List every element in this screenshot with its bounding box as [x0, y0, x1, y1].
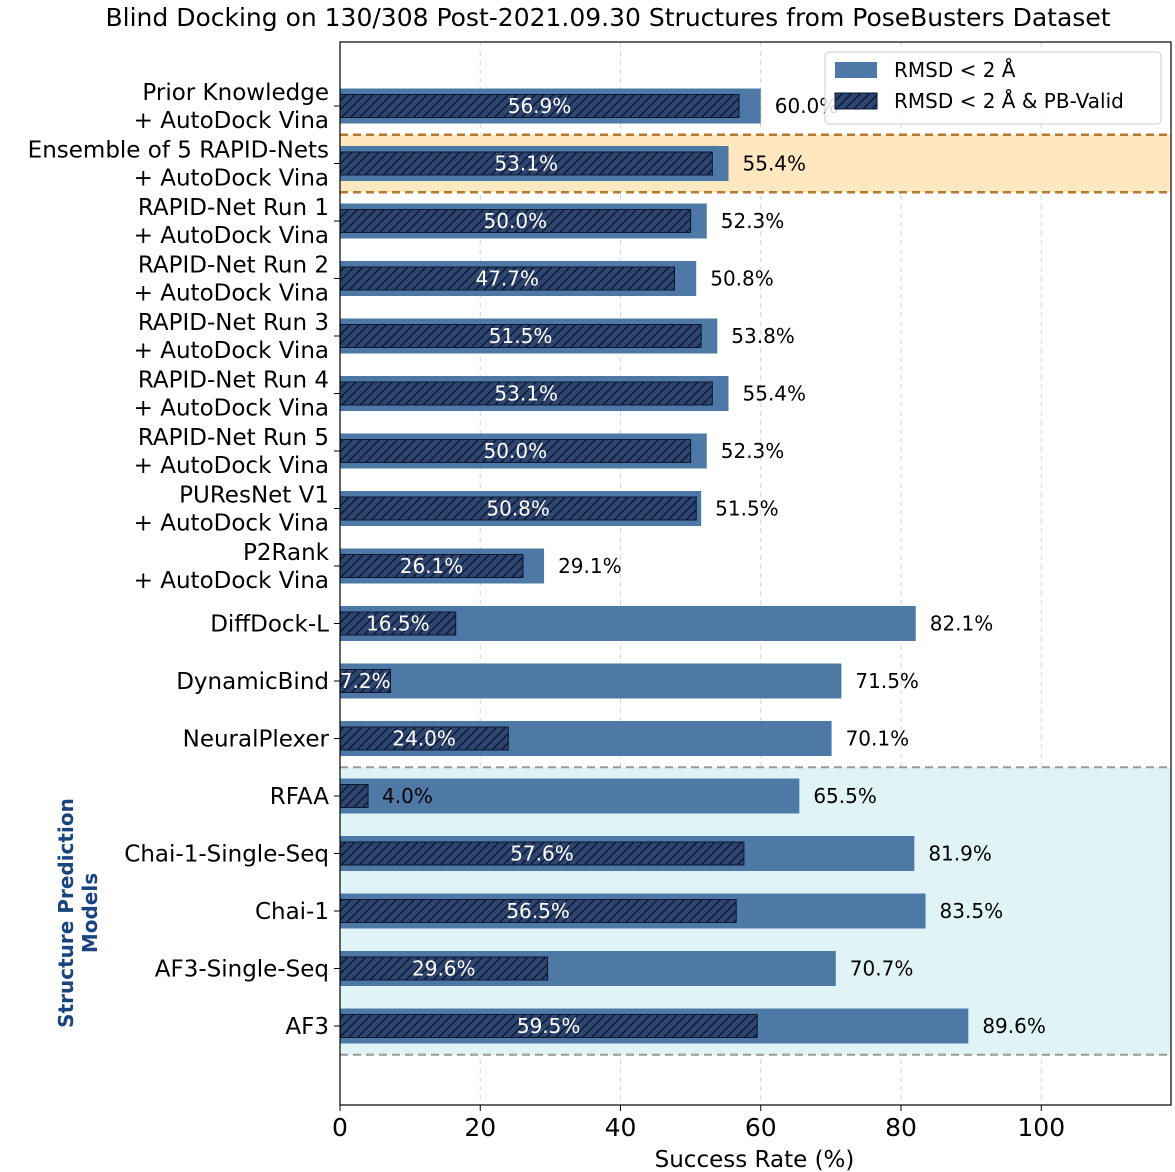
data-label-rmsd: 52.3%	[721, 209, 785, 233]
y-tick-label: NeuralPlexer	[183, 727, 330, 753]
bar-rmsd-pb-valid	[340, 1014, 758, 1038]
bar-rmsd	[340, 663, 842, 699]
data-label-rmsd-pb-valid: 59.5%	[517, 1014, 581, 1038]
bar-rmsd-pb-valid	[340, 496, 697, 521]
y-tick-label: AF3	[285, 1014, 329, 1040]
data-label-rmsd: 55.4%	[743, 382, 807, 406]
data-label-rmsd: 71.5%	[855, 669, 919, 693]
data-label-rmsd-pb-valid: 26.1%	[400, 554, 464, 578]
bar-rmsd-pb-valid	[340, 324, 702, 348]
data-label-rmsd: 83.5%	[940, 899, 1004, 923]
bar-rmsd	[340, 778, 800, 814]
plot-frame	[339, 41, 1172, 1106]
bar-rmsd-pb-valid	[340, 266, 676, 291]
y-tick-label: + AutoDock Vina	[134, 511, 329, 537]
y-tick-label: Chai-1	[255, 899, 329, 925]
y-tick-label: + AutoDock Vina	[134, 453, 329, 479]
data-label-rmsd-pb-valid: 4.0%	[382, 784, 433, 808]
bar-rmsd-pb-valid	[340, 151, 713, 176]
x-tick-label: 80	[885, 1113, 917, 1142]
y-tick-label: DiffDock-L	[210, 612, 329, 638]
y-tick-label: RAPID-Net Run 4	[138, 368, 329, 394]
data-label-rmsd-pb-valid: 7.2%	[340, 669, 391, 693]
x-axis-label: Success Rate (%)	[655, 1147, 855, 1172]
y-tick-label: Chai-1-Single-Seq	[124, 842, 329, 868]
y-tick-label: P2Rank	[243, 540, 330, 566]
data-label-rmsd-pb-valid: 57.6%	[510, 842, 574, 866]
y-tick-label: + AutoDock Vina	[134, 281, 329, 307]
bars-group	[340, 88, 969, 1044]
y-tick-label: + AutoDock Vina	[134, 338, 329, 364]
data-label-rmsd: 81.9%	[928, 842, 992, 866]
data-label-rmsd: 70.1%	[846, 727, 910, 751]
y-tick-label: AF3-Single-Seq	[155, 957, 329, 983]
bar-rmsd-pb-valid	[340, 554, 524, 578]
y-tick-label: RAPID-Net Run 3	[138, 310, 329, 336]
bar-rmsd-pb-valid	[340, 841, 745, 866]
data-label-rmsd-pb-valid: 50.0%	[484, 439, 548, 463]
y-tick-label: RAPID-Net Run 1	[138, 195, 329, 221]
y-tick-label: + AutoDock Vina	[134, 568, 329, 594]
bar-rmsd-pb-valid	[340, 381, 713, 406]
bar-rmsd-pb-valid	[340, 209, 692, 233]
y-tick-label: DynamicBind	[176, 669, 329, 695]
legend-label-rmsd: RMSD < 2 Å	[894, 58, 1016, 82]
data-label-rmsd-pb-valid: 56.5%	[506, 899, 570, 923]
x-tick-label: 100	[1017, 1113, 1065, 1142]
data-label-rmsd: 70.7%	[850, 957, 914, 981]
data-label-rmsd-pb-valid: 16.5%	[366, 612, 430, 636]
bar-rmsd-pb-valid	[340, 669, 391, 693]
data-label-rmsd-pb-valid: 51.5%	[489, 324, 553, 348]
data-label-rmsd: 50.8%	[710, 267, 774, 291]
data-label-rmsd: 55.4%	[743, 152, 807, 176]
data-label-rmsd: 29.1%	[558, 554, 622, 578]
data-label-rmsd-pb-valid: 29.6%	[412, 957, 476, 981]
y-tick-label: RAPID-Net Run 2	[138, 253, 329, 279]
data-label-rmsd-pb-valid: 24.0%	[392, 727, 456, 751]
y-tick-label: + AutoDock Vina	[134, 396, 329, 422]
data-label-rmsd-pb-valid: 53.1%	[494, 152, 558, 176]
bar-rmsd-pb-valid	[340, 611, 457, 636]
data-label-rmsd: 89.6%	[982, 1014, 1046, 1038]
legend-swatch-rmsd-pb-valid	[834, 92, 878, 110]
bar-rmsd-pb-valid	[340, 899, 737, 923]
y-tick-label: RFAA	[270, 784, 329, 810]
data-label-rmsd: 51.5%	[715, 497, 779, 521]
data-label-rmsd-pb-valid: 56.9%	[508, 94, 572, 118]
data-label-rmsd-pb-valid: 53.1%	[494, 382, 558, 406]
data-label-rmsd: 82.1%	[930, 612, 994, 636]
chart-title: Blind Docking on 130/308 Post-2021.09.30…	[105, 3, 1110, 32]
bar-rmsd-pb-valid	[340, 956, 549, 981]
bar-rmsd-pb-valid	[340, 439, 692, 463]
y-tick-label: + AutoDock Vina	[134, 166, 329, 192]
y-tick-label: + AutoDock Vina	[134, 108, 329, 134]
data-label-rmsd: 52.3%	[721, 439, 785, 463]
legend-box	[824, 51, 1162, 125]
x-tick-label: 60	[745, 1113, 777, 1142]
y-tick-label: PUResNet V1	[179, 483, 329, 509]
bar-rmsd-pb-valid	[340, 784, 369, 808]
group-label: Structure Prediction	[54, 798, 78, 1028]
group-label: Models	[78, 873, 102, 953]
x-tick-label: 40	[605, 1113, 637, 1142]
x-tick-label: 0	[332, 1113, 348, 1142]
bar-rmsd-pb-valid	[340, 94, 740, 118]
y-tick-label: Prior Knowledge	[142, 80, 329, 106]
data-label-rmsd: 65.5%	[813, 784, 877, 808]
x-tick-label: 20	[464, 1113, 496, 1142]
y-tick-label: + AutoDock Vina	[134, 223, 329, 249]
bar-rmsd-pb-valid	[340, 726, 509, 751]
data-label-rmsd: 53.8%	[731, 324, 795, 348]
legend-label-rmsd-pb-valid: RMSD < 2 Å & PB-Valid	[894, 89, 1124, 113]
legend-swatch-rmsd	[835, 62, 877, 78]
data-label-rmsd-pb-valid: 50.8%	[486, 497, 550, 521]
data-label-rmsd-pb-valid: 50.0%	[484, 209, 548, 233]
labels-group: 60.0%56.9%55.4%53.1%52.3%50.0%50.8%47.7%…	[340, 94, 1046, 1038]
data-label-rmsd-pb-valid: 47.7%	[475, 267, 539, 291]
y-tick-label: RAPID-Net Run 5	[138, 425, 329, 451]
y-tick-label: Ensemble of 5 RAPID-Nets	[28, 138, 329, 164]
